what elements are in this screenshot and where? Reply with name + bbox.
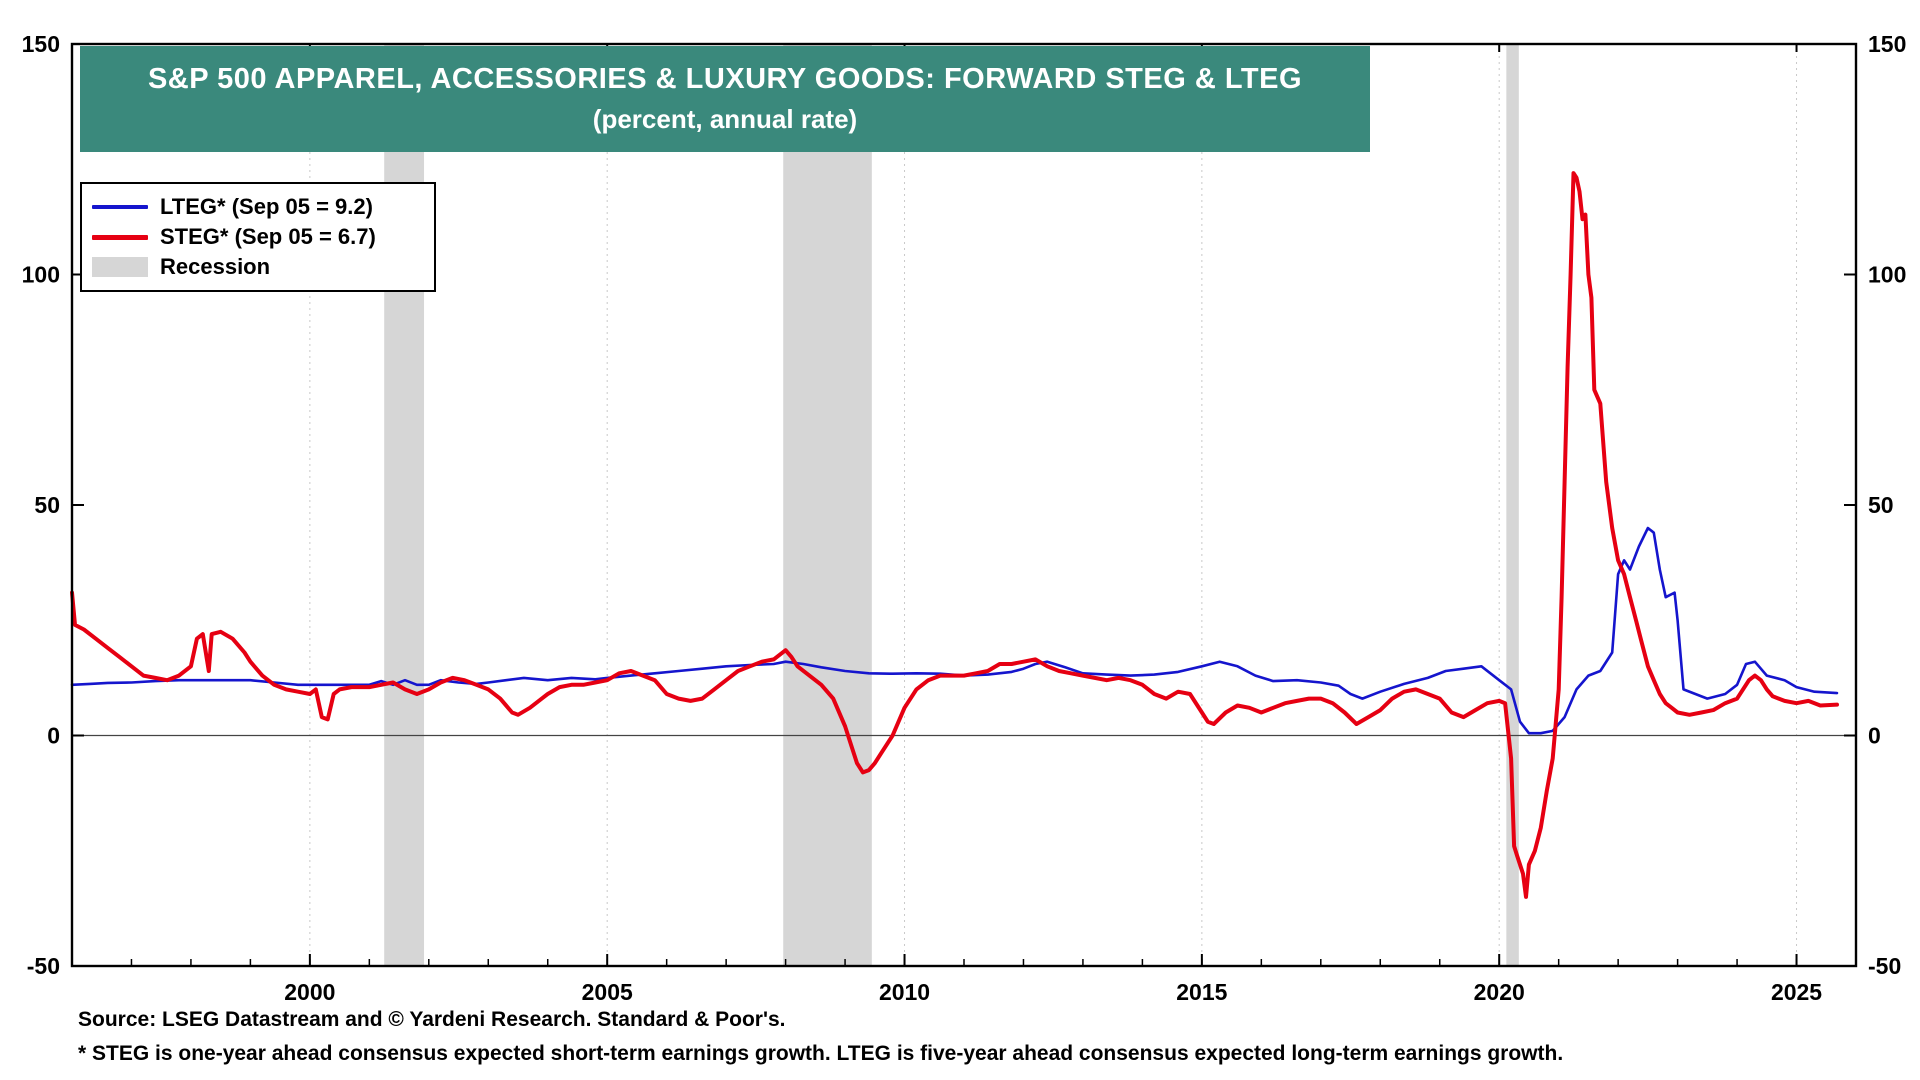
- source-text: Source: LSEG Datastream and © Yardeni Re…: [78, 1008, 786, 1031]
- y-axis-label-right: 50: [1868, 492, 1894, 518]
- legend-item-recession: Recession: [92, 252, 422, 282]
- legend-item-steg: STEG* (Sep 05 = 6.7): [92, 222, 422, 252]
- y-axis-label-left: 150: [22, 31, 60, 57]
- legend-swatch-1: [92, 234, 148, 240]
- legend-label-steg: STEG* (Sep 05 = 6.7): [160, 224, 376, 249]
- footnote-text: * STEG is one-year ahead consensus expec…: [78, 1042, 1564, 1065]
- lteg-line: [70, 526, 1839, 735]
- y-axis-label-right: -50: [1868, 953, 1901, 979]
- y-axis-label-right: 100: [1868, 262, 1906, 288]
- y-axis-label-right: 150: [1868, 31, 1906, 57]
- recession-band: [783, 44, 872, 966]
- y-axis-label-left: 0: [47, 723, 60, 749]
- y-axis-label-left: 100: [22, 262, 60, 288]
- chart-title: S&P 500 APPAREL, ACCESSORIES & LUXURY GO…: [147, 63, 1303, 95]
- x-axis-label: 2000: [284, 979, 335, 1005]
- legend-label-recession: Recession: [160, 254, 271, 279]
- chart-subtitle: (percent, annual rate): [592, 104, 858, 134]
- x-axis-label: 2015: [1176, 979, 1227, 1005]
- legend-item-lteg: LTEG* (Sep 05 = 9.2): [92, 192, 422, 222]
- legend-box: LTEG* (Sep 05 = 9.2) STEG* (Sep 05 = 6.7…: [80, 182, 436, 292]
- y-axis-label-right: 0: [1868, 723, 1881, 749]
- legend-swatch-2: [92, 257, 148, 277]
- x-axis-label: 2020: [1474, 979, 1525, 1005]
- x-axis-label: 2010: [879, 979, 930, 1005]
- legend-swatch-0: [92, 205, 148, 209]
- steg-line: [70, 171, 1839, 899]
- y-axis-label-left: -50: [27, 953, 60, 979]
- x-axis-label: 2025: [1771, 979, 1822, 1005]
- x-axis-label: 2005: [582, 979, 633, 1005]
- title-banner: S&P 500 APPAREL, ACCESSORIES & LUXURY GO…: [80, 46, 1370, 152]
- legend-label-lteg: LTEG* (Sep 05 = 9.2): [160, 194, 373, 219]
- y-axis-label-left: 50: [34, 492, 60, 518]
